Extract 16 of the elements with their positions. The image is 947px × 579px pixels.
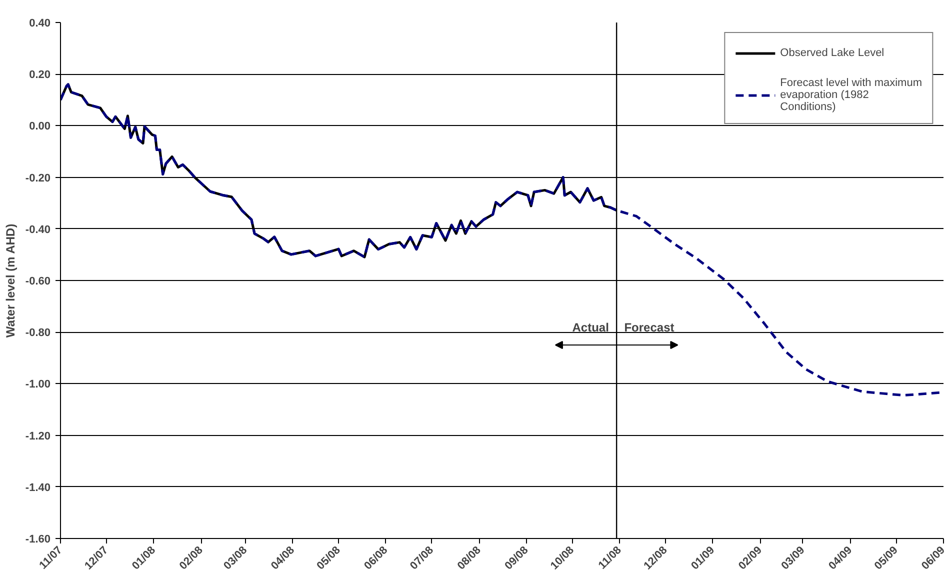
annotation: Forecast bbox=[624, 320, 674, 335]
y-tick-label: -1.60 bbox=[25, 534, 51, 546]
legend-label: Observed Lake Level bbox=[780, 46, 884, 60]
y-tick-label: 0.20 bbox=[29, 69, 51, 82]
y-tick-label: -1.40 bbox=[25, 482, 51, 494]
y-axis-title: Water level (m AHD) bbox=[3, 224, 18, 338]
y-tick-label: -0.80 bbox=[25, 327, 51, 340]
legend-label: Forecast level with maximum evaporation (1982 Conditions) bbox=[780, 77, 922, 113]
y-tick-label: -0.20 bbox=[25, 172, 51, 184]
y-tick-label: -1.00 bbox=[25, 378, 51, 391]
y-tick-label: -0.60 bbox=[25, 276, 51, 288]
y-tick-label: 0.00 bbox=[29, 120, 51, 133]
annotation: Actual bbox=[572, 320, 609, 335]
y-tick-label: 0.40 bbox=[29, 18, 51, 30]
y-tick-label: -0.40 bbox=[25, 224, 51, 236]
y-tick-label: -1.20 bbox=[25, 430, 51, 442]
